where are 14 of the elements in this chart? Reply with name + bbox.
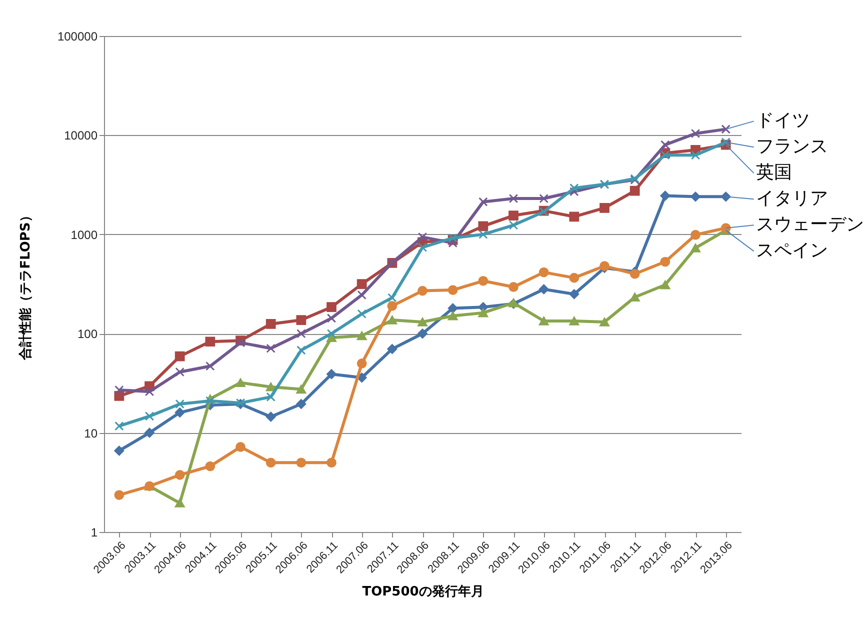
x-axis-title: TOP500の発行年月 (362, 584, 484, 600)
y-tick-label: 1000 (70, 228, 98, 242)
series-label: フランス (756, 136, 828, 158)
series-label: スウェーデン (756, 214, 864, 236)
y-axis-title: 合計性能（テラFLOPS） (17, 209, 34, 361)
series-label: イタリア (756, 188, 828, 210)
series-label: スペイン (756, 240, 828, 262)
y-tick-label: 100000 (57, 30, 98, 44)
y-tick-label: 1 (90, 526, 98, 540)
series-label: 英国 (756, 162, 792, 184)
y-tick-label: 100 (77, 327, 98, 342)
y-tick-label: 10 (84, 426, 98, 440)
series-label: ドイツ (756, 110, 810, 132)
y-tick-label: 10000 (64, 128, 98, 143)
